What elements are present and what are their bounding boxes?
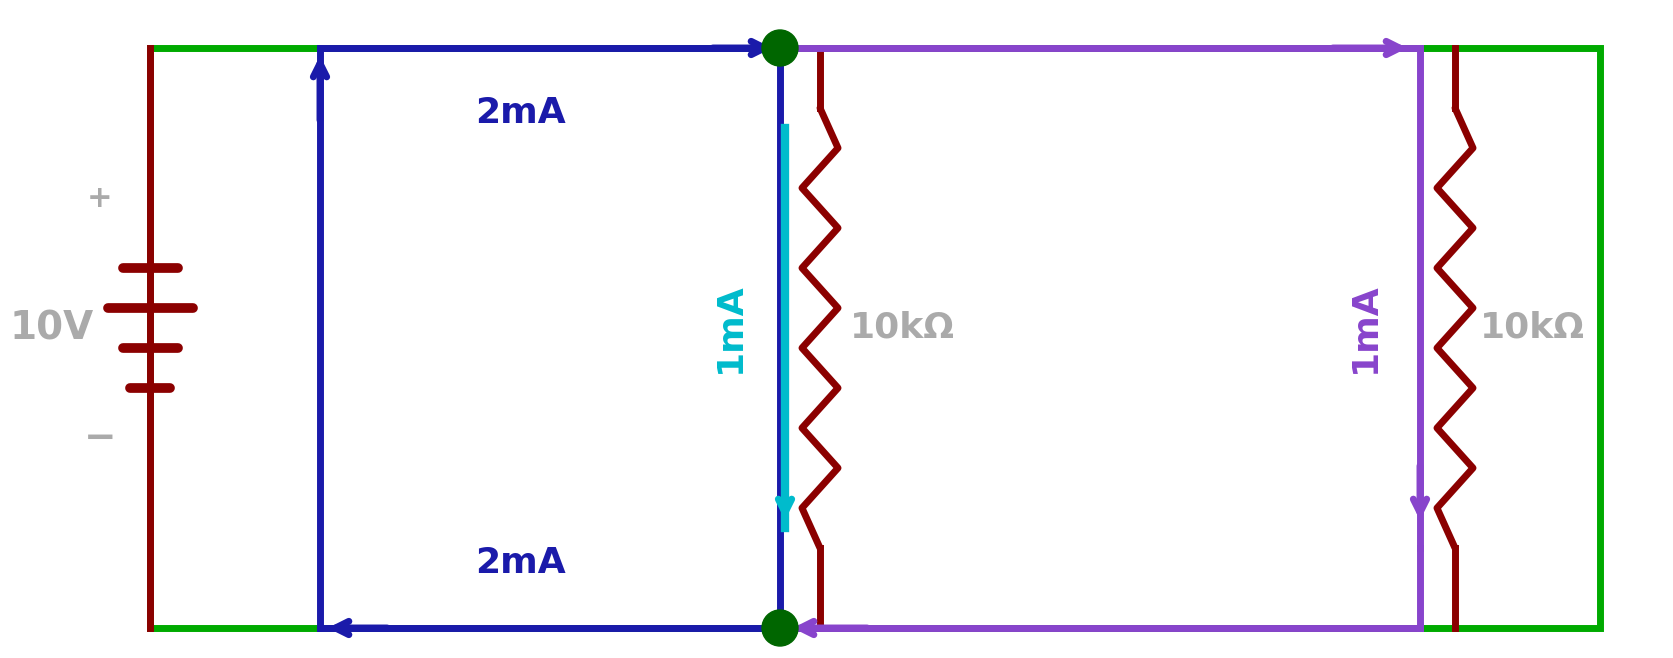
Text: 2mA: 2mA	[475, 546, 565, 580]
Circle shape	[761, 30, 798, 66]
Text: 1mA: 1mA	[713, 283, 746, 373]
Text: +: +	[87, 184, 112, 213]
Circle shape	[761, 610, 798, 646]
Text: 2mA: 2mA	[475, 96, 565, 130]
Text: 10kΩ: 10kΩ	[1479, 311, 1584, 345]
Text: 10V: 10V	[10, 309, 94, 347]
Text: 1mA: 1mA	[1347, 283, 1382, 373]
Text: −: −	[84, 419, 115, 457]
Text: 10kΩ: 10kΩ	[850, 311, 954, 345]
